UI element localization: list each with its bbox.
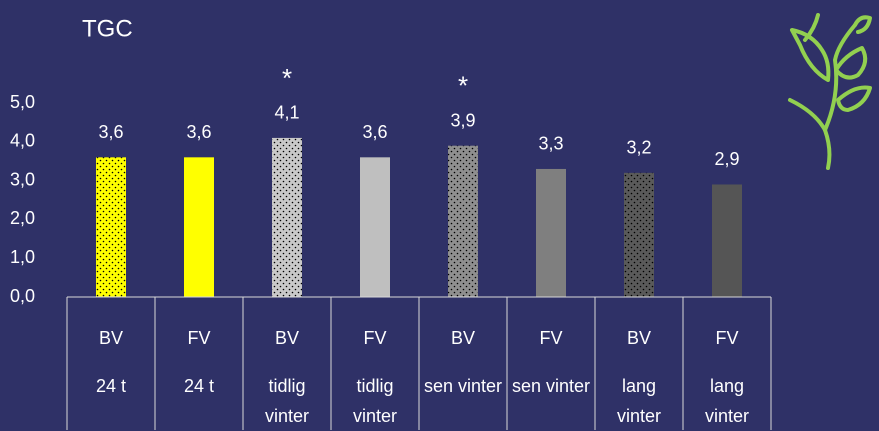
- bar: [184, 157, 214, 297]
- value-label: 3,2: [626, 138, 651, 158]
- category-label: lang vinter: [704, 376, 749, 426]
- category-label: lang vinter: [616, 376, 661, 426]
- category-label: BV: [98, 328, 123, 348]
- value-label: 3,6: [186, 122, 211, 142]
- leaf-icon: [788, 13, 872, 170]
- category-label: sen vinter: [511, 376, 591, 396]
- category-label: BV: [274, 328, 299, 348]
- y-tick-label: 1,0: [10, 247, 35, 267]
- y-tick-label: 3,0: [10, 169, 35, 189]
- bar: [96, 157, 126, 297]
- category-label: tidlig vinter: [264, 376, 309, 426]
- value-label: 4,1: [274, 103, 299, 123]
- y-tick-label: 2,0: [10, 208, 35, 228]
- bar: [536, 168, 566, 297]
- y-tick-label: 0,0: [10, 286, 35, 306]
- category-label: FV: [363, 328, 387, 348]
- category-label: FV: [187, 328, 211, 348]
- y-tick-label: 5,0: [10, 92, 35, 112]
- value-label: 3,6: [98, 122, 123, 142]
- value-label: 3,6: [362, 122, 387, 142]
- bar: [624, 172, 654, 297]
- bar: [448, 145, 478, 297]
- category-label: tidlig vinter: [352, 376, 397, 426]
- annotation: *: [458, 71, 468, 101]
- value-label: 3,9: [450, 110, 475, 130]
- category-label: FV: [715, 328, 739, 348]
- y-tick-label: 4,0: [10, 131, 35, 151]
- value-label: 2,9: [714, 149, 739, 169]
- category-label: BV: [450, 328, 475, 348]
- bar: [272, 137, 302, 297]
- category-label: BV: [626, 328, 651, 348]
- category-label: 24 t: [95, 376, 127, 396]
- category-label: sen vinter: [423, 376, 503, 396]
- category-label: 24 t: [183, 376, 215, 396]
- category-label: FV: [539, 328, 563, 348]
- bar: [360, 157, 390, 297]
- bar: [712, 184, 742, 297]
- value-label: 3,3: [538, 134, 563, 154]
- chart-title: TGC: [82, 15, 133, 42]
- annotation: *: [282, 63, 292, 93]
